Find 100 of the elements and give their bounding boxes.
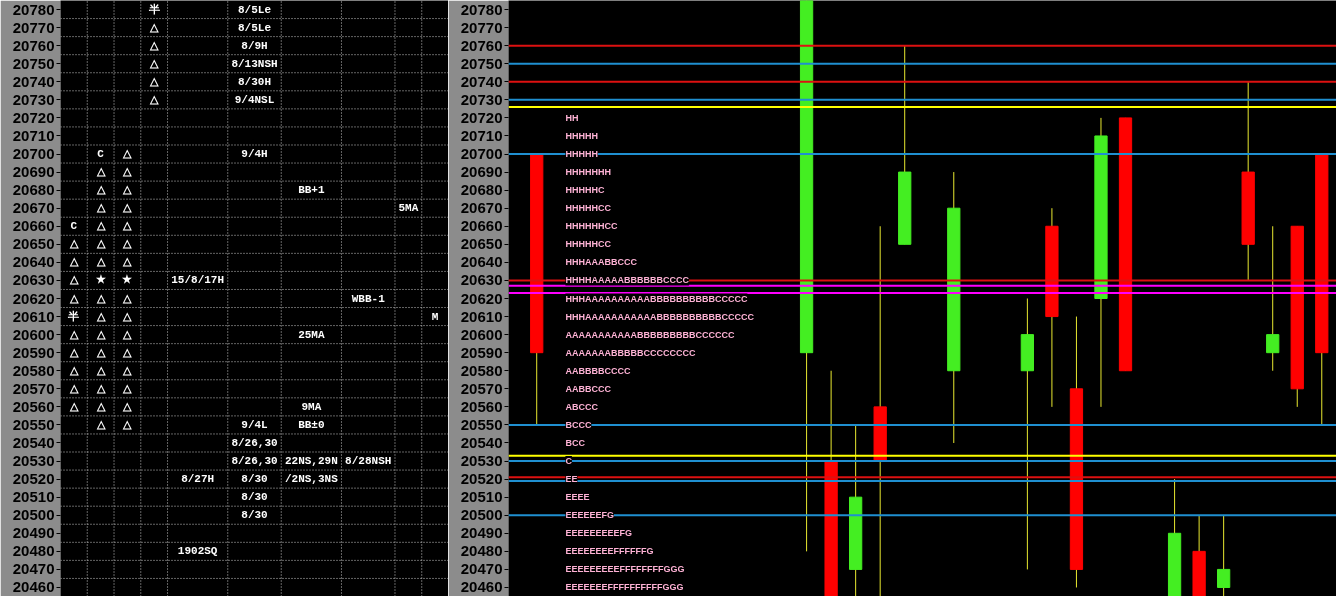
- text: △: [96, 238, 105, 251]
- y-tick-label: 20570: [460, 379, 503, 397]
- text: △: [123, 256, 132, 269]
- text: 5MA: [398, 202, 419, 215]
- annotation: EEEEEEEEFFFFFFG: [565, 546, 654, 557]
- y-tick-label: 20550: [460, 415, 503, 433]
- y-tick-label: 20600: [12, 325, 55, 343]
- y-tick-label: 20610: [12, 307, 55, 325]
- text: △: [123, 382, 132, 395]
- text: △: [96, 418, 105, 431]
- text: 8/30H: [238, 75, 272, 88]
- text: △: [69, 400, 78, 413]
- annotation: HHHAAAAAAAAAABBBBBBBBBBCCCCC: [565, 293, 748, 304]
- text: △: [123, 418, 132, 431]
- y-tick-label: 20580: [460, 361, 503, 379]
- text: ★: [95, 274, 106, 287]
- y-tick-label: 20780: [460, 0, 503, 18]
- text: △: [69, 364, 78, 377]
- text: 8/30: [241, 491, 268, 504]
- y-tick-label: 20750: [460, 54, 503, 72]
- y-tick-label: 20530: [460, 452, 503, 470]
- text: 8/13NSH: [231, 57, 278, 70]
- text: △: [123, 166, 132, 179]
- text: △: [123, 202, 132, 215]
- annotation: EE: [565, 474, 578, 485]
- text: ★: [122, 274, 133, 287]
- text: △: [69, 238, 78, 251]
- text: /2NS,3NS: [284, 473, 338, 486]
- y-tick-label: 20510: [12, 488, 55, 506]
- text: 9/4NSL: [234, 93, 275, 106]
- text: △: [123, 400, 132, 413]
- annotation: HHHHH: [565, 130, 598, 141]
- text: △: [123, 292, 132, 305]
- annotation: C: [565, 456, 573, 467]
- text: △: [150, 57, 159, 70]
- y-tick-label: 20480: [12, 542, 55, 560]
- text: 8/5Le: [238, 3, 272, 16]
- y-tick-label: 20520: [12, 470, 55, 488]
- y-tick-label: 20590: [460, 343, 503, 361]
- y-tick-label: 20610: [460, 307, 503, 325]
- text: M: [431, 310, 439, 323]
- candlestick: [1266, 225, 1280, 372]
- annotation: HH: [565, 112, 579, 123]
- text: 8/30: [241, 509, 268, 522]
- text: 15/8/17H: [171, 274, 225, 287]
- annotation: HHHHHC: [565, 185, 605, 196]
- annotation: HHHHHHCC: [565, 221, 618, 232]
- annotation: EEEEEEEEEFG: [565, 528, 632, 539]
- text: C: [70, 220, 78, 233]
- text: 1902SQ: [177, 545, 218, 558]
- y-tick-label: 20490: [12, 524, 55, 542]
- text: 8/28NSH: [345, 455, 392, 468]
- text: △: [96, 166, 105, 179]
- text: △: [123, 220, 132, 233]
- annotation: AAAAAAAAAAABBBBBBBBBCCCCCC: [565, 329, 735, 340]
- y-tick-label: 20620: [12, 289, 55, 307]
- y-tick-label: 20690: [460, 163, 503, 181]
- y-tick-label: 20480: [460, 542, 503, 560]
- text: 半: [68, 310, 80, 323]
- text: △: [69, 346, 78, 359]
- y-tick-label: 20490: [460, 524, 503, 542]
- annotation: ABCCC: [565, 401, 599, 412]
- y-tick-label: 20690: [12, 163, 55, 181]
- y-tick-label: 20730: [12, 90, 55, 108]
- y-tick-label: 20460: [12, 578, 55, 596]
- y-tick-label: 20650: [460, 235, 503, 253]
- y-tick-label: 20580: [12, 361, 55, 379]
- text: C: [97, 148, 104, 161]
- y-tick-label: 20670: [460, 199, 503, 217]
- annotation: EEEE: [565, 492, 590, 503]
- text: △: [96, 400, 105, 413]
- text: △: [123, 148, 132, 161]
- y-tick-label: 20770: [12, 18, 55, 36]
- text: △: [96, 220, 105, 233]
- y-tick-label: 20780: [12, 0, 55, 18]
- annotation: HHHAAAAAAAAAAABBBBBBBBBBCCCCC: [565, 311, 755, 322]
- text: 半: [148, 3, 160, 16]
- y-tick-label: 20540: [460, 433, 503, 451]
- annotation: EEEEEEEFFFFFFFFFFGGG: [565, 582, 684, 593]
- text: △: [96, 310, 105, 323]
- text: △: [123, 238, 132, 251]
- annotation: BCC: [565, 437, 586, 448]
- y-tick-label: 20740: [12, 72, 55, 90]
- text: △: [123, 364, 132, 377]
- y-tick-label: 20740: [460, 72, 503, 90]
- annotation: HHHHHCC: [565, 239, 612, 250]
- text: △: [96, 328, 105, 341]
- text: △: [69, 292, 78, 305]
- y-tick-label: 20710: [460, 126, 503, 144]
- text: △: [150, 21, 159, 34]
- y-tick-label: 20680: [460, 181, 503, 199]
- y-tick-label: 20640: [12, 253, 55, 271]
- text: △: [96, 346, 105, 359]
- text: WBB-1: [351, 292, 385, 305]
- y-tick-label: 20670: [12, 199, 55, 217]
- text: BB±0: [298, 418, 325, 431]
- text: △: [69, 274, 78, 287]
- annotation: AABBBBCCCC: [565, 365, 631, 376]
- annotation: EEEEEEEEEFFFFFFFFGGG: [565, 564, 685, 575]
- text: 8/27H: [181, 473, 215, 486]
